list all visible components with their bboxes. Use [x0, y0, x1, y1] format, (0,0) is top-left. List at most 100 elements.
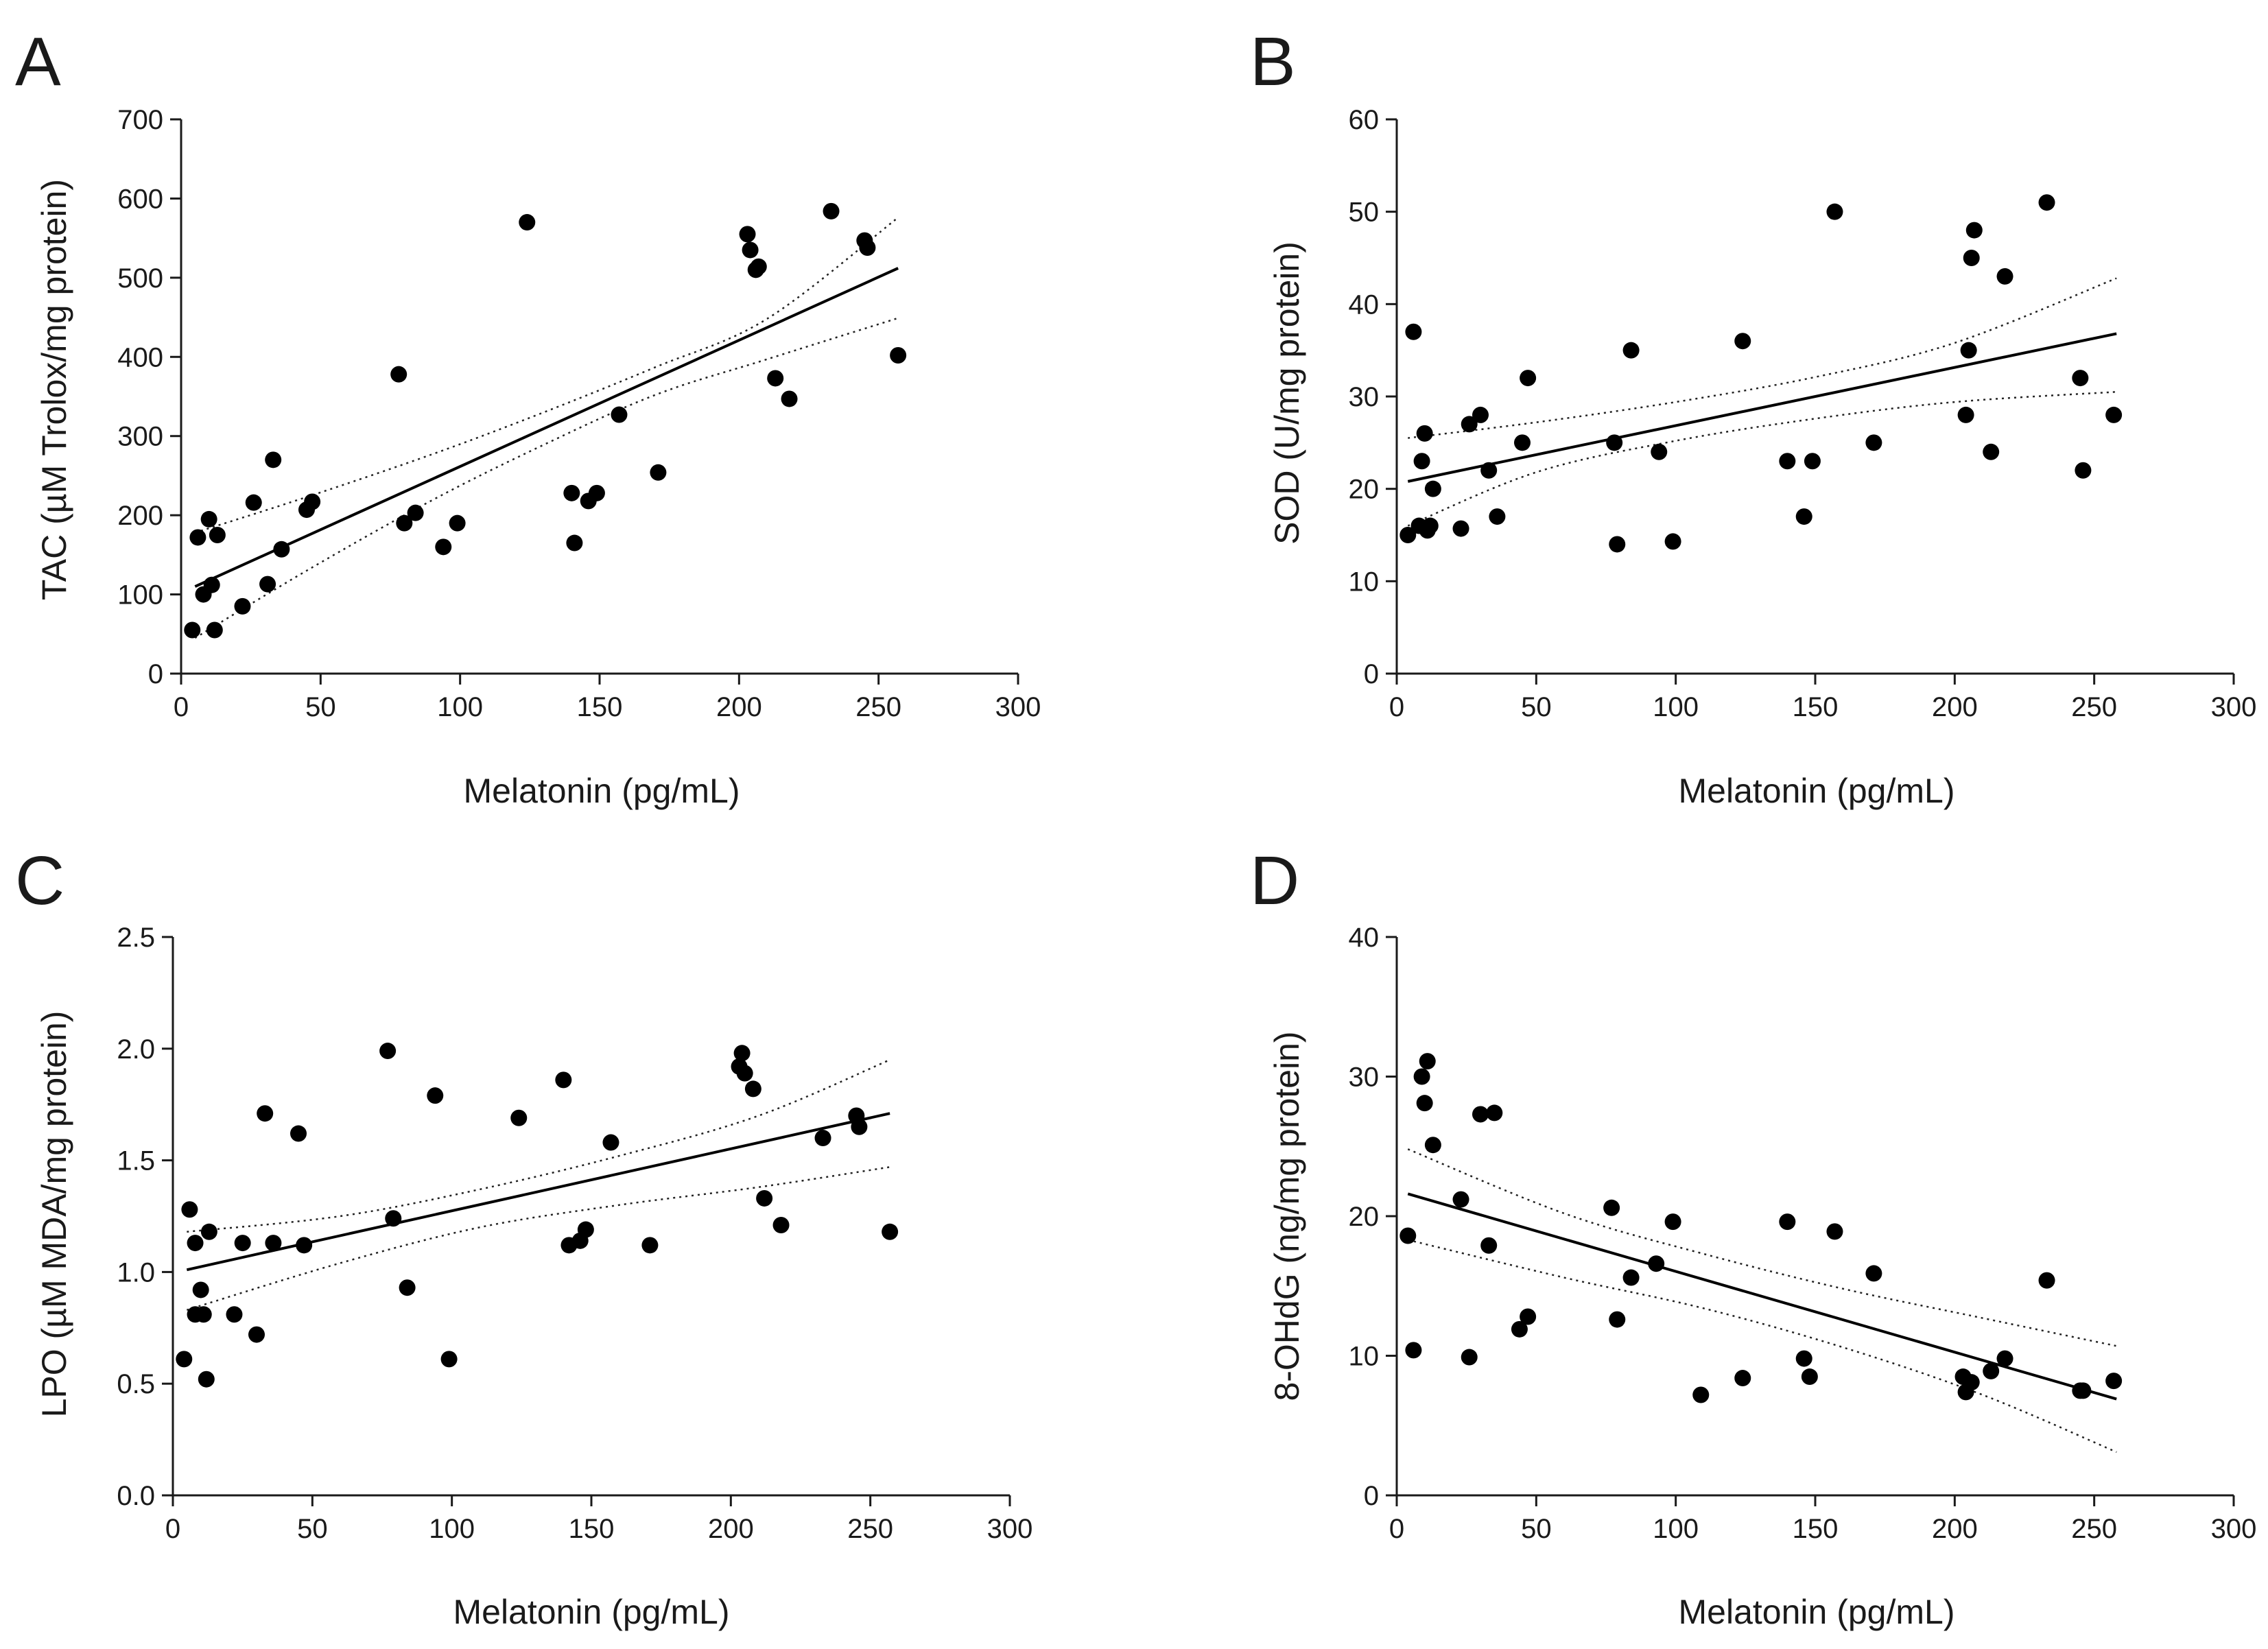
x-tick-label: 200 — [708, 1514, 754, 1544]
ci-upper-band — [1407, 1148, 2117, 1347]
data-point — [1996, 268, 2013, 285]
x-tick-label: 250 — [847, 1514, 893, 1544]
data-point — [440, 1351, 458, 1368]
ci-upper-band — [187, 1058, 890, 1233]
data-point — [555, 1071, 572, 1089]
data-point — [385, 1210, 402, 1227]
data-point — [2038, 1272, 2055, 1289]
regression-line — [1407, 332, 2117, 483]
data-point — [1779, 453, 1796, 470]
y-tick-label: 1.0 — [117, 1257, 155, 1288]
x-tick-label: 200 — [1932, 1514, 1978, 1544]
y-tick-label: 0.5 — [117, 1369, 155, 1399]
ci-lower-band — [1407, 1239, 2117, 1454]
data-point — [273, 541, 290, 558]
data-point — [510, 1109, 528, 1126]
data-point — [1996, 1350, 2013, 1367]
data-point — [1424, 1137, 1441, 1154]
data-point — [390, 366, 407, 383]
plot-area: 0 50 100 150 200 250 300 0 10 20 30 40 50 60 — [1349, 105, 2257, 722]
data-point — [435, 538, 452, 556]
data-point — [1963, 250, 1980, 266]
data-point — [641, 1237, 659, 1254]
x-tick-label: 50 — [1521, 1514, 1552, 1544]
data-point — [257, 1105, 274, 1122]
data-point — [1413, 1068, 1430, 1085]
y-axis-title: TAC (µM Trolox/mg protein) — [35, 179, 73, 600]
data-point — [1664, 1213, 1681, 1231]
x-tick-label: 50 — [305, 692, 336, 722]
data-point — [379, 1043, 397, 1060]
x-tick-label: 0 — [1389, 1514, 1404, 1544]
data-point — [304, 493, 321, 510]
data-point — [742, 241, 759, 259]
data-point — [234, 1235, 251, 1252]
data-point — [1826, 203, 1843, 220]
data-point — [200, 1223, 217, 1240]
x-axis-title: Melatonin (pg/mL) — [1679, 772, 1955, 810]
data-point — [1452, 520, 1469, 537]
data-point — [449, 514, 466, 532]
data-point — [2105, 1373, 2123, 1390]
data-point — [602, 1134, 619, 1151]
data-point — [1960, 342, 1977, 359]
data-point — [1963, 1374, 1980, 1391]
data-point — [1405, 323, 1422, 340]
data-point — [1419, 1053, 1436, 1070]
data-point — [739, 226, 756, 243]
data-point — [814, 1130, 831, 1147]
data-point — [181, 1201, 198, 1218]
data-point — [1520, 1308, 1537, 1325]
y-tick-label: 400 — [117, 342, 163, 372]
data-point — [1865, 434, 1882, 451]
plot-area: 0 50 100 150 200 250 300 0.0 0.5 1.0 1.5 2.0 2.5 — [117, 923, 1032, 1544]
data-point — [1480, 1237, 1498, 1254]
data-point — [265, 451, 282, 468]
data-point — [1804, 453, 1821, 470]
x-axis-title: Melatonin (pg/mL) — [464, 772, 740, 810]
x-tick-label: 250 — [2071, 1514, 2117, 1544]
data-point — [611, 406, 628, 423]
data-point — [1399, 1227, 1417, 1244]
data-point — [756, 1189, 773, 1207]
panel-letter: A — [15, 23, 61, 100]
panel-a: A 0 50 100 150 200 250 300 0 100 200 300 400 500 600 7… — [15, 23, 1041, 810]
x-tick-label: 300 — [995, 692, 1041, 722]
data-point — [577, 1221, 594, 1238]
x-tick-label: 300 — [987, 1514, 1033, 1544]
x-tick-label: 0 — [1389, 692, 1404, 722]
y-tick-label: 1.5 — [117, 1146, 155, 1176]
y-tick-label: 0 — [1364, 659, 1379, 689]
panel-c: C 0 50 100 150 200 250 300 0.0 0.5 1.0 1.5 2.0 2.5 M… — [15, 842, 1032, 1631]
data-point — [226, 1306, 243, 1323]
data-point — [1622, 1269, 1640, 1286]
y-tick-label: 700 — [117, 105, 163, 135]
data-point — [733, 1045, 751, 1062]
data-point — [519, 214, 536, 231]
data-point — [1965, 222, 1983, 239]
y-tick-label: 10 — [1349, 1342, 1380, 1372]
data-point — [736, 1065, 753, 1082]
data-point — [2075, 462, 2092, 479]
data-point — [198, 1371, 215, 1388]
y-tick-label: 10 — [1349, 567, 1380, 597]
x-tick-label: 200 — [1932, 692, 1978, 722]
data-point — [1480, 462, 1498, 479]
data-point — [750, 258, 767, 275]
x-tick-label: 300 — [2211, 1514, 2257, 1544]
y-tick-label: 20 — [1349, 475, 1380, 505]
data-point — [1779, 1213, 1796, 1231]
data-point — [1865, 1265, 1882, 1282]
y-tick-label: 50 — [1349, 198, 1380, 228]
x-axis-title: Melatonin (pg/mL) — [1679, 1593, 1955, 1631]
data-point — [200, 510, 217, 527]
data-point — [2072, 370, 2089, 387]
x-tick-label: 0 — [174, 692, 189, 722]
data-point — [890, 346, 907, 364]
data-point — [851, 1118, 868, 1135]
y-tick-label: 0 — [1364, 1481, 1379, 1511]
y-tick-label: 30 — [1349, 382, 1380, 412]
y-tick-label: 500 — [117, 263, 163, 294]
panel-b: B 0 50 100 150 200 250 300 0 10 20 30 40 50 60 Melato… — [1250, 23, 2256, 810]
